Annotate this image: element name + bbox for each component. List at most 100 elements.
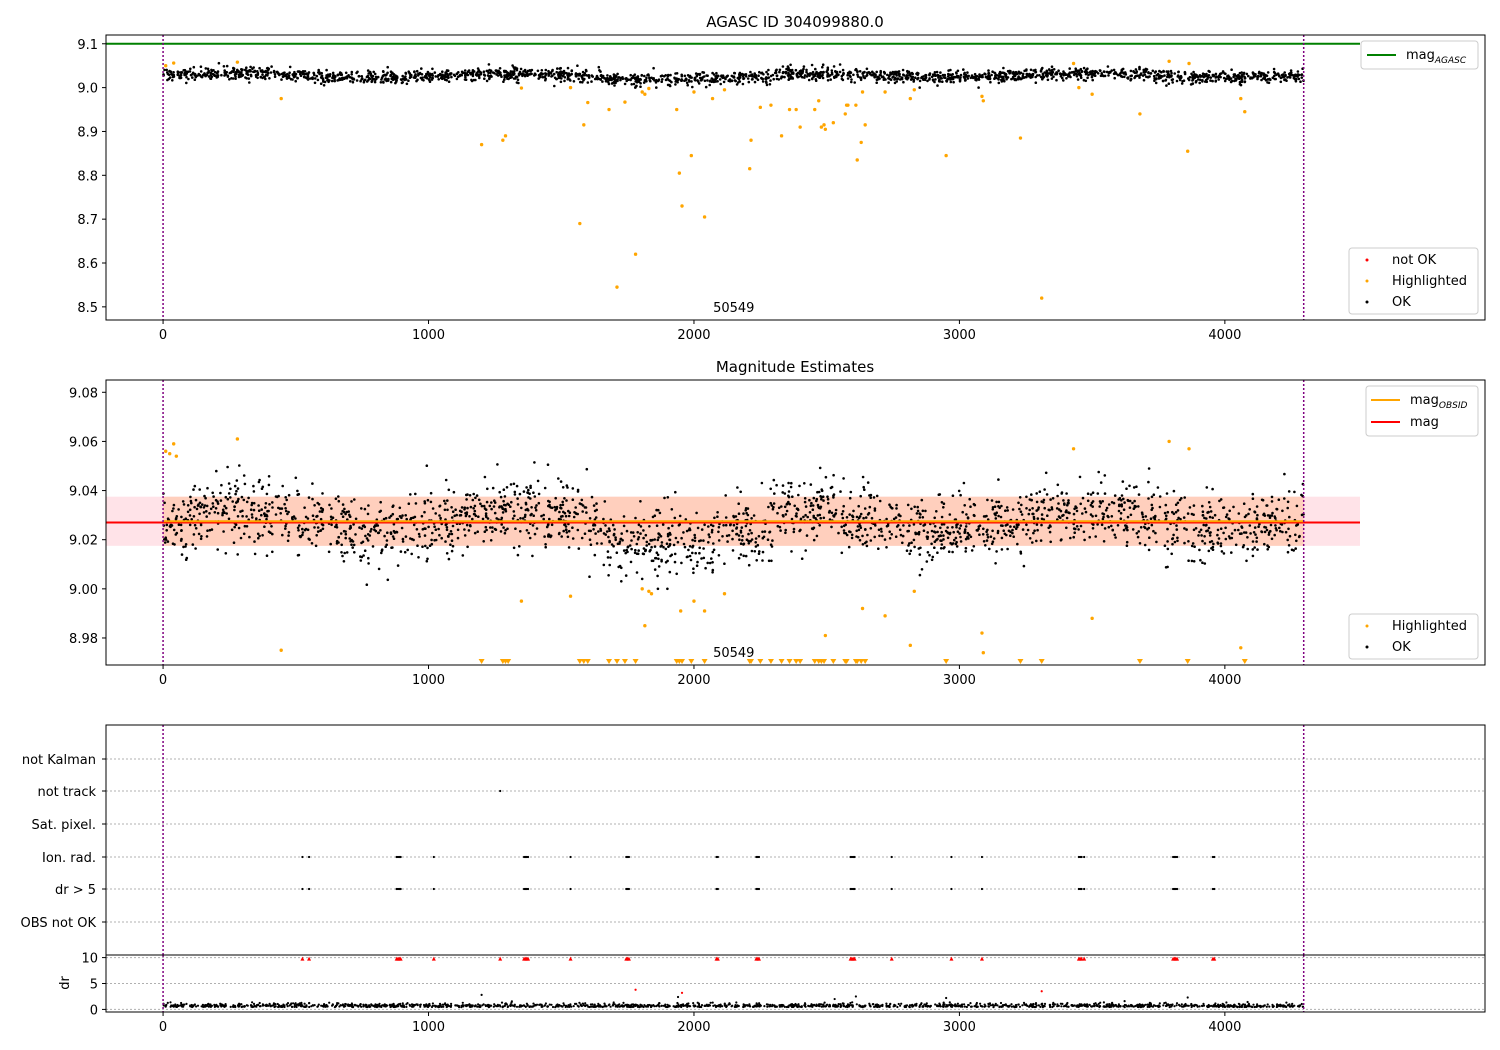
- ok-point: [418, 535, 421, 538]
- ok-point: [746, 77, 750, 80]
- ok-point: [821, 495, 825, 499]
- ok-point: [935, 70, 939, 74]
- ok-point: [959, 524, 963, 527]
- ok-point: [812, 496, 816, 500]
- ok-point: [198, 488, 201, 491]
- ok-point: [1035, 500, 1039, 504]
- ok-point: [413, 70, 416, 74]
- ok-point: [483, 530, 487, 533]
- highlighted-point: [1138, 112, 1142, 116]
- ok-point: [502, 526, 505, 529]
- ok-point: [474, 496, 477, 500]
- ok-point: [1206, 529, 1210, 532]
- ok-point: [500, 523, 504, 526]
- ok-point: [1240, 74, 1244, 78]
- ok-point: [240, 74, 244, 78]
- ok-point: [1179, 517, 1182, 521]
- ok-point: [245, 70, 249, 74]
- ok-point: [321, 78, 325, 82]
- ok-point: [751, 75, 754, 78]
- ok-point: [691, 544, 695, 548]
- ok-point: [312, 71, 316, 75]
- ok-point: [442, 74, 445, 78]
- ok-point: [280, 507, 284, 510]
- ok-point: [248, 81, 251, 84]
- ok-point: [676, 540, 680, 544]
- ok-point: [775, 74, 779, 77]
- ok-point: [203, 494, 206, 498]
- ok-point: [745, 538, 749, 541]
- ok-point: [293, 70, 296, 74]
- ok-point: [802, 67, 805, 71]
- ok-point: [1280, 73, 1284, 77]
- ok-point: [1076, 69, 1080, 72]
- ok-point: [892, 517, 896, 521]
- ok-point: [167, 73, 171, 76]
- ok-point: [744, 73, 748, 76]
- ok-point: [414, 492, 417, 496]
- legend-ok-label: OK: [1392, 295, 1411, 310]
- ok-point: [1262, 74, 1266, 77]
- ok-point: [1079, 502, 1082, 506]
- ok-point: [535, 504, 538, 507]
- ok-point: [221, 508, 225, 512]
- ok-point: [955, 74, 959, 78]
- ok-point: [913, 545, 916, 549]
- ok-point: [519, 517, 522, 520]
- ok-point: [584, 68, 588, 72]
- ok-point: [617, 76, 620, 79]
- ok-point: [332, 73, 335, 77]
- ok-point: [1270, 500, 1274, 503]
- ok-point: [1157, 77, 1161, 80]
- ok-point: [1230, 68, 1233, 71]
- highlighted-point: [689, 153, 694, 158]
- ok-point: [661, 523, 665, 526]
- ok-point: [912, 538, 916, 542]
- ok-point: [233, 484, 237, 488]
- ok-point: [563, 76, 567, 79]
- ok-point: [1052, 68, 1056, 71]
- ok-point: [674, 536, 678, 540]
- ok-point: [698, 551, 701, 555]
- ok-point: [263, 525, 266, 528]
- ok-point: [772, 502, 776, 505]
- highlighted-point: [798, 125, 802, 129]
- ok-point: [512, 510, 516, 513]
- clipped-marker: [797, 659, 804, 664]
- ok-point: [429, 500, 433, 504]
- ok-point: [517, 73, 521, 77]
- ok-point: [615, 551, 619, 554]
- ok-point: [179, 523, 183, 527]
- xtick-label: 2000: [677, 328, 710, 343]
- ok-point: [966, 77, 970, 80]
- ok-point: [341, 503, 345, 506]
- ok-point: [192, 65, 196, 69]
- ok-point: [400, 516, 403, 520]
- ok-point: [619, 78, 622, 82]
- ok-point: [642, 529, 645, 532]
- ok-point: [869, 493, 873, 497]
- ok-point: [653, 514, 657, 517]
- ok-point: [416, 78, 419, 82]
- ok-point: [1165, 84, 1168, 87]
- ok-point: [1120, 504, 1123, 508]
- ok-point: [294, 72, 298, 76]
- ok-point: [1297, 535, 1301, 539]
- ok-point: [687, 548, 690, 552]
- ok-point: [1249, 76, 1252, 80]
- ok-point: [754, 537, 758, 540]
- ok-point: [566, 66, 570, 70]
- ok-point: [424, 527, 427, 530]
- ok-point: [970, 549, 974, 552]
- ok-point: [840, 525, 843, 529]
- ok-point: [456, 536, 460, 540]
- ok-point: [955, 523, 958, 527]
- ok-point: [165, 68, 168, 72]
- highlighted-point: [1090, 92, 1094, 96]
- ok-point: [803, 74, 807, 77]
- ok-point: [173, 543, 176, 546]
- ok-point: [902, 80, 905, 84]
- ok-point: [532, 514, 535, 517]
- ok-point: [967, 74, 970, 78]
- ok-point: [177, 74, 181, 77]
